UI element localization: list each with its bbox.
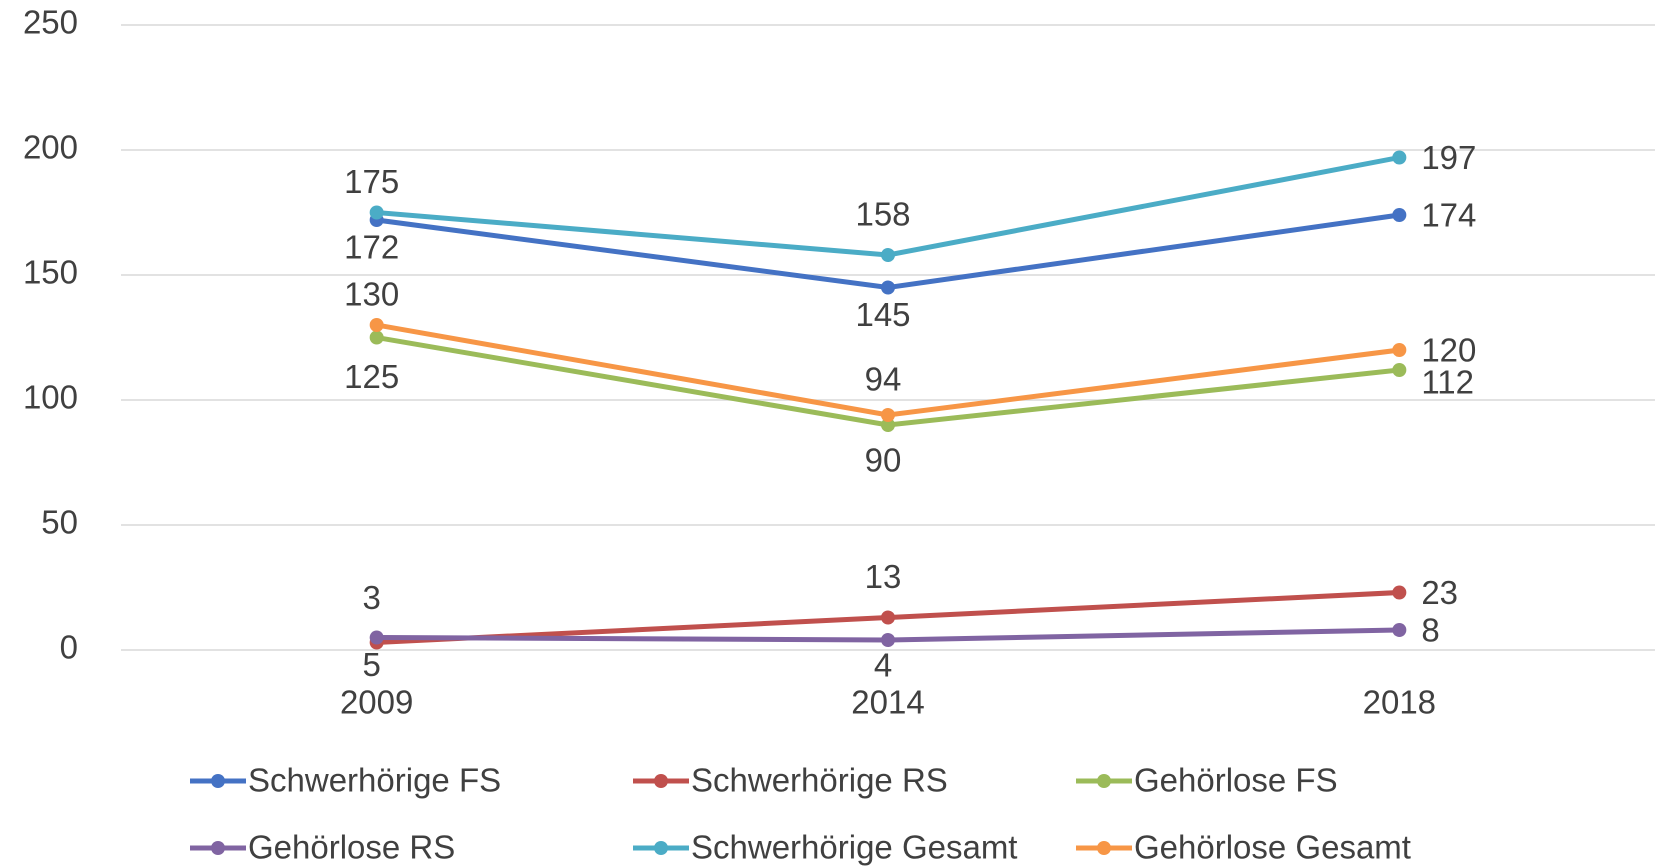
y-tick-label: 50 [41, 504, 78, 541]
legend-marker [1097, 774, 1111, 788]
y-tick-label: 0 [60, 629, 78, 666]
data-label: 172 [344, 229, 399, 266]
legend-marker [654, 774, 668, 788]
point [881, 280, 895, 295]
point [881, 633, 895, 647]
legend-label: Schwerhörige FS [248, 762, 501, 799]
point [1392, 208, 1407, 222]
point [1392, 363, 1407, 377]
data-label: 13 [865, 558, 902, 595]
legend-marker [211, 841, 225, 855]
point [1392, 623, 1407, 637]
point [881, 610, 895, 625]
legend-marker [211, 774, 225, 788]
legend-label: Schwerhörige RS [691, 762, 948, 799]
data-label: 23 [1421, 574, 1458, 611]
point [369, 330, 384, 345]
legend-label: Schwerhörige Gesamt [691, 829, 1017, 866]
legend-label: Gehörlose FS [1134, 762, 1338, 799]
legend-label: Gehörlose RS [248, 829, 455, 866]
point [1392, 585, 1407, 600]
point [369, 630, 384, 645]
data-label: 130 [344, 276, 399, 313]
data-label: 90 [865, 442, 902, 479]
point [881, 408, 895, 422]
y-tick-label: 100 [23, 379, 78, 416]
data-label: 94 [865, 361, 902, 398]
legend-label: Gehörlose Gesamt [1134, 829, 1411, 866]
point [1392, 150, 1407, 165]
x-tick-label: 2014 [851, 684, 924, 721]
point [369, 318, 384, 332]
data-label: 174 [1421, 197, 1476, 234]
data-label: 4 [874, 647, 892, 684]
data-label: 112 [1421, 364, 1474, 401]
y-tick-label: 150 [23, 254, 78, 291]
point [1392, 343, 1407, 357]
x-tick-label: 2009 [340, 684, 413, 721]
data-label: 5 [362, 646, 380, 683]
data-label: 175 [344, 163, 399, 200]
point [369, 205, 384, 220]
data-label: 120 [1421, 332, 1476, 369]
x-tick-label: 2018 [1363, 684, 1436, 721]
data-label: 197 [1421, 139, 1476, 176]
legend-marker [654, 841, 668, 855]
data-label: 145 [855, 296, 910, 333]
data-label: 125 [344, 358, 399, 395]
data-label: 158 [855, 196, 910, 233]
point [881, 418, 895, 432]
legend-marker [1097, 841, 1111, 855]
data-label: 3 [362, 579, 380, 616]
y-tick-label: 250 [23, 4, 78, 41]
point [881, 248, 895, 262]
data-label: 8 [1421, 612, 1439, 649]
y-tick-label: 200 [23, 129, 78, 166]
